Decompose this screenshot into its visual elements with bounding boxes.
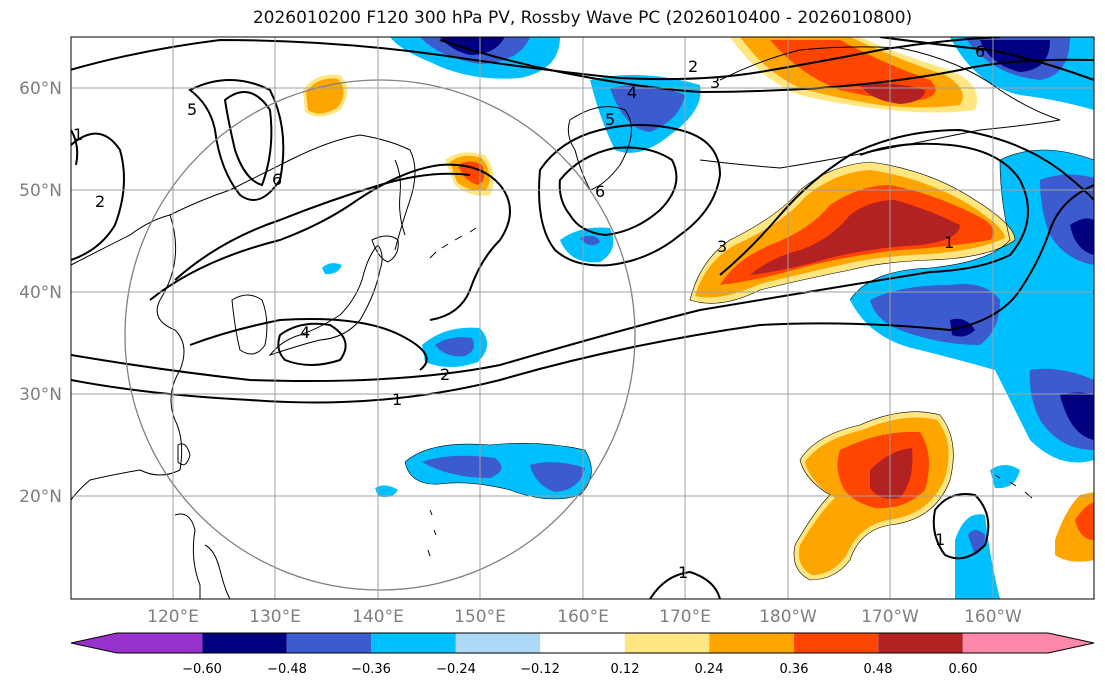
contour-label: 1: [935, 530, 945, 549]
colorbar-segment: [793, 633, 879, 653]
contour-label: 1: [73, 125, 83, 144]
lon-label: 150°E: [454, 607, 506, 627]
negative-anomaly: [990, 465, 1020, 489]
colorbar-tick: −0.60: [182, 662, 222, 677]
lon-label: 170°E: [659, 607, 711, 627]
positive-anomaly: [870, 448, 913, 499]
anomaly-outlines: [404, 149, 1094, 581]
lat-label: 50°N: [19, 181, 62, 201]
contour-label: 1: [678, 563, 688, 582]
colorbar-tick: 0.60: [949, 662, 978, 677]
colorbar-segment: [962, 633, 1048, 653]
colorbar-tick: −0.12: [520, 662, 560, 677]
contour-label: 6: [272, 170, 282, 189]
colorbar-tick: 0.12: [611, 662, 640, 677]
colorbar-tick: −0.36: [351, 662, 391, 677]
colorbar-segment: [455, 633, 541, 653]
colorbar-low-extend: [71, 633, 117, 653]
negative-anomaly: [422, 455, 502, 478]
negative-anomaly: [610, 85, 685, 132]
lon-label: 180°W: [759, 607, 817, 627]
contour-label: 5: [605, 110, 615, 129]
colorbar-tick: 0.48: [864, 662, 893, 677]
map-frame: [70, 36, 1095, 600]
contour-label: 1: [392, 390, 402, 409]
negative-anomaly: [560, 227, 614, 263]
contour-label: 6: [975, 42, 985, 61]
map-title: 2026010200 F120 300 hPa PV, Rossby Wave …: [252, 8, 913, 28]
negative-anomaly: [440, 37, 505, 55]
colorbar-tick: 0.24: [695, 662, 724, 677]
negative-anomaly: [530, 462, 585, 492]
lon-label: 160°W: [964, 607, 1022, 627]
longitude-labels: 120°E 130°E 140°E 150°E 160°E 170°E 180°…: [147, 607, 1022, 627]
latitude-labels: 60°N 50°N 40°N 30°N 20°N: [19, 79, 62, 507]
colorbar-segment: [624, 633, 710, 653]
lon-label: 120°E: [147, 607, 199, 627]
lon-label: 130°E: [249, 607, 301, 627]
negative-anomaly: [435, 337, 474, 357]
colorbar-segment: [202, 633, 287, 653]
colorbar-tick: −0.24: [436, 662, 476, 677]
contour-label: 2: [688, 57, 698, 76]
positive-anomaly: [458, 161, 485, 185]
positive-anomaly: [1075, 502, 1094, 540]
pv-contours: [71, 37, 1094, 599]
coastlines: [71, 46, 1061, 599]
negative-anomaly: [322, 263, 342, 275]
colorbar-ticks: −0.60 −0.48 −0.36 −0.24 −0.12 0.12 0.24 …: [182, 662, 977, 677]
positive-anomaly: [306, 78, 344, 114]
colorbar-segment: [709, 633, 794, 653]
colorbar-tick: 0.36: [780, 662, 809, 677]
gridlines: [71, 37, 1094, 599]
lat-label: 40°N: [19, 283, 62, 303]
negative-anomaly: [580, 235, 600, 246]
colorbar-segment: [540, 633, 625, 653]
colorbar-segment: [371, 633, 456, 653]
lon-label: 140°E: [352, 607, 404, 627]
negative-anomaly: [955, 514, 1000, 599]
radius-circle: [124, 79, 636, 591]
lat-label: 30°N: [19, 385, 62, 405]
colorbar-outline: [70, 632, 1095, 654]
lon-label: 170°W: [861, 607, 919, 627]
contour-label: 3: [717, 237, 727, 256]
negative-anomaly: [375, 485, 398, 498]
positive-anomaly: [750, 200, 960, 275]
colorbar-tick: −0.48: [267, 662, 307, 677]
negative-anomaly: [1060, 392, 1094, 440]
contour-label: 1: [944, 233, 954, 252]
colorbar-high-extend: [1048, 633, 1094, 653]
contour-label: 4: [627, 83, 637, 102]
colorbar-segment: [117, 633, 203, 653]
contour-label: 3: [710, 73, 720, 92]
colorbar-segment: [878, 633, 963, 653]
lat-label: 60°N: [19, 79, 62, 99]
contour-label-group: 1 1 2 2 3 4 4 5 6 6 3 1 1 1 5 2 6: [73, 42, 985, 582]
negative-anomaly: [1070, 218, 1094, 255]
colorbar: [70, 632, 1095, 654]
lat-label: 20°N: [19, 487, 62, 507]
contour-label: 2: [95, 192, 105, 211]
contour-label: 2: [440, 365, 450, 384]
contour-label: 6: [595, 182, 605, 201]
pv-shading: [303, 37, 1094, 599]
contour-label: 4: [300, 323, 310, 342]
contour-label: 5: [187, 100, 197, 119]
colorbar-segment: [286, 633, 372, 653]
lon-label: 160°E: [557, 607, 609, 627]
